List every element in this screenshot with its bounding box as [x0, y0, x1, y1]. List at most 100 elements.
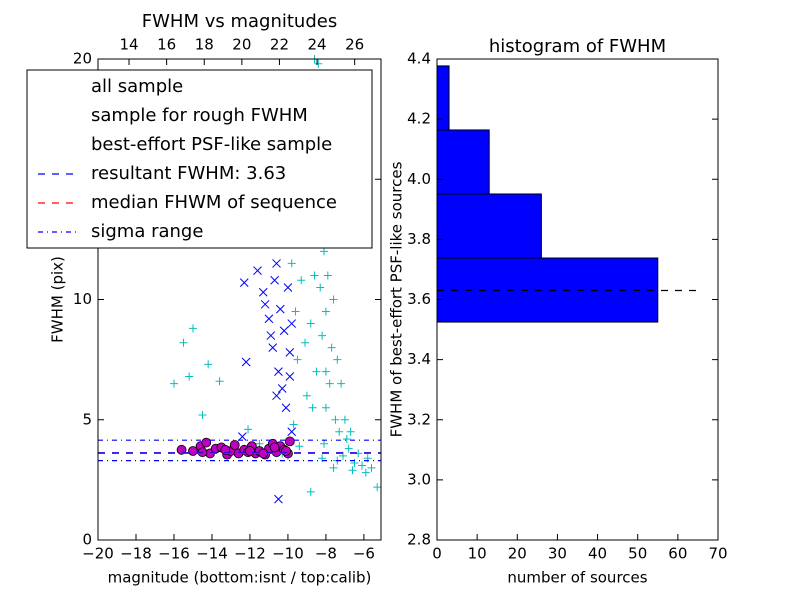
- y-tick-label: 3.6: [407, 290, 431, 308]
- point: [333, 355, 342, 364]
- point: [320, 247, 329, 256]
- point: [285, 348, 295, 357]
- bar: [436, 193, 542, 259]
- point: [179, 338, 188, 347]
- point: [358, 461, 367, 470]
- x2-tick-label: 22: [270, 36, 289, 54]
- point: [335, 427, 344, 436]
- point: [176, 444, 187, 455]
- point: [373, 483, 382, 492]
- y-tick-label: 5: [82, 410, 92, 428]
- y-tick-label: 20: [73, 50, 92, 68]
- point: [237, 432, 247, 441]
- x-tick-label: 50: [628, 545, 647, 563]
- y-tick-label: 2.8: [407, 531, 431, 549]
- y-tick-label: 3.0: [407, 470, 431, 488]
- x-tick-label: −6: [353, 545, 375, 563]
- point: [289, 420, 298, 429]
- point: [269, 442, 280, 453]
- point: [329, 463, 338, 472]
- chart-title: histogram of FWHM: [489, 36, 666, 57]
- x-tick-label: −18: [120, 545, 152, 563]
- point: [295, 442, 304, 451]
- legend-label: sigma range: [91, 221, 203, 242]
- point: [321, 367, 330, 376]
- y-tick-label: 3.8: [407, 230, 431, 248]
- point: [287, 319, 297, 328]
- point: [274, 494, 283, 504]
- x2-tick-label: 18: [195, 36, 214, 54]
- point: [325, 379, 334, 388]
- x-tick-label: 30: [548, 545, 567, 563]
- point: [198, 410, 207, 419]
- y-tick-label: 3.4: [407, 350, 431, 368]
- point: [337, 379, 346, 388]
- x2-tick-label: 20: [232, 36, 251, 54]
- point: [284, 436, 295, 447]
- point: [239, 278, 249, 288]
- point: [270, 275, 279, 285]
- y-tick-label: 4.4: [407, 50, 431, 68]
- point: [215, 377, 224, 386]
- point: [220, 444, 231, 455]
- chart-title: FWHM vs magnitudes: [142, 11, 337, 32]
- point: [297, 276, 306, 285]
- point: [281, 403, 291, 413]
- point: [285, 372, 295, 381]
- point: [302, 391, 311, 400]
- y-axis-label: FWHM of best-effort PSF-like sources: [388, 161, 406, 437]
- y-tick-label: 0: [82, 531, 92, 549]
- point: [310, 271, 319, 280]
- x-tick-label: 70: [708, 545, 727, 563]
- x-tick-label: 60: [668, 545, 687, 563]
- point: [348, 466, 357, 475]
- point: [264, 314, 274, 324]
- x-tick-label: −20: [82, 545, 114, 563]
- point: [283, 283, 293, 292]
- x2-tick-label: 26: [345, 36, 364, 54]
- point: [321, 307, 330, 316]
- point: [301, 338, 310, 347]
- point: [361, 468, 370, 477]
- x-tick-label: 20: [508, 545, 527, 563]
- point: [258, 287, 268, 297]
- y-tick-label: 4.0: [407, 170, 431, 188]
- legend: all sample sample for rough FWHM best-effo…: [26, 69, 373, 249]
- point: [169, 379, 178, 388]
- point: [293, 355, 302, 364]
- point: [188, 446, 198, 456]
- point: [346, 427, 355, 436]
- bar: [436, 65, 450, 131]
- legend-box: [26, 69, 373, 249]
- point: [245, 446, 255, 456]
- point: [287, 427, 297, 437]
- point: [204, 360, 213, 369]
- point: [344, 444, 353, 453]
- bar: [436, 129, 490, 195]
- point: [340, 415, 349, 424]
- point: [320, 439, 329, 448]
- point: [306, 487, 315, 496]
- point: [323, 271, 332, 280]
- legend-label: median FHWM of sequence: [91, 192, 337, 213]
- legend-label: resultant FWHM: 3.63: [91, 163, 286, 184]
- y-tick-label: 4.2: [407, 110, 431, 128]
- point: [342, 434, 351, 443]
- point: [281, 446, 291, 456]
- x2-tick-label: 14: [119, 36, 138, 54]
- point: [277, 384, 287, 393]
- legend-label: best-effort PSF-like sample: [91, 134, 332, 155]
- y-axis-label: FWHM (pix): [49, 256, 67, 343]
- point: [321, 403, 330, 412]
- point: [316, 283, 325, 292]
- x-tick-label: −12: [234, 545, 266, 563]
- x-tick-label: −10: [272, 545, 304, 563]
- x-tick-label: 10: [468, 545, 487, 563]
- y-tick-label: 3.2: [407, 410, 431, 428]
- point: [279, 326, 289, 336]
- x2-tick-label: 16: [157, 36, 176, 54]
- point: [327, 343, 336, 352]
- point: [185, 372, 194, 381]
- point: [367, 463, 376, 472]
